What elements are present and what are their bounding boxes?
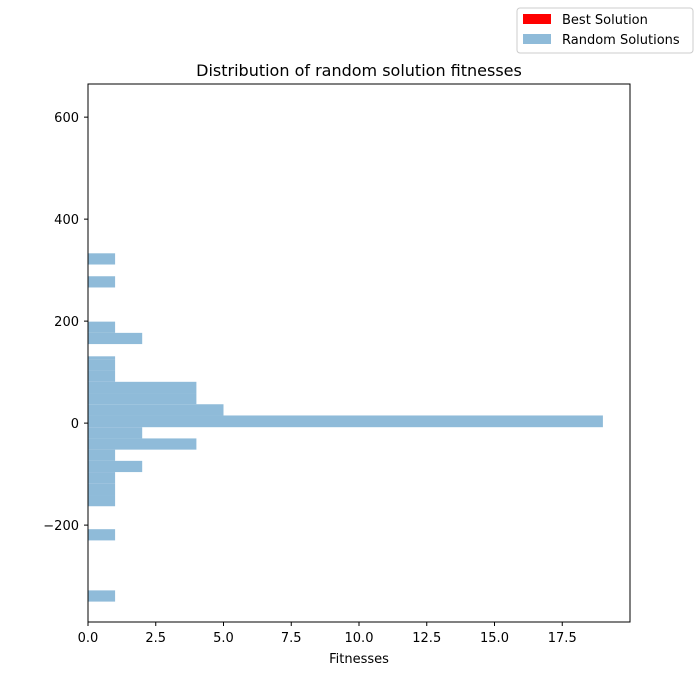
histogram-bar [88,381,197,394]
legend-label-best-solution: Best Solution [562,13,648,28]
histogram-bar [88,460,143,473]
x-tick-label: 0.0 [78,631,99,646]
bars-group [88,253,603,602]
chart-title: Distribution of random solution fitnesse… [196,61,522,80]
x-axis-title: Fitnesses [329,652,389,667]
legend-label-random-solutions: Random Solutions [562,33,680,48]
x-axis: 0.0 2.5 5.0 7.5 10.0 12.5 15.0 17.5 [78,622,577,646]
histogram-bar [88,590,116,602]
histogram-bar [88,415,603,428]
y-axis: −200 0 200 400 600 [43,111,88,534]
histogram-bar [88,253,116,265]
x-tick-label: 10.0 [345,631,374,646]
histogram-bar [88,359,116,371]
x-tick-label: 17.5 [548,631,577,646]
legend: Best Solution Random Solutions [516,7,694,54]
legend-swatch-best-solution [523,14,551,24]
histogram-bar [88,404,224,416]
y-tick-label: 600 [54,111,79,126]
histogram-bar [88,438,197,450]
histogram-bar [88,529,116,541]
y-tick-label: 0 [71,417,79,432]
x-tick-label: 15.0 [480,631,509,646]
histogram-bar [88,472,116,484]
histogram-bar [88,449,116,461]
histogram-bar [88,393,197,405]
y-tick-label: 200 [54,315,79,330]
legend-frame [516,7,694,54]
x-tick-label: 12.5 [412,631,441,646]
histogram-bar [88,495,116,507]
histogram-bar [88,332,143,345]
y-tick-label: −200 [43,519,79,534]
histogram-bar [88,356,116,360]
x-tick-label: 7.5 [281,631,302,646]
x-tick-label: 5.0 [213,631,234,646]
y-tick-label: 400 [54,213,79,228]
x-tick-label: 2.5 [145,631,166,646]
histogram-bar [88,427,143,439]
histogram-bar [88,321,116,333]
histogram-bar [88,276,116,288]
histogram-bar [88,370,116,382]
legend-swatch-random-solutions [523,34,551,44]
histogram-bar [88,483,116,496]
